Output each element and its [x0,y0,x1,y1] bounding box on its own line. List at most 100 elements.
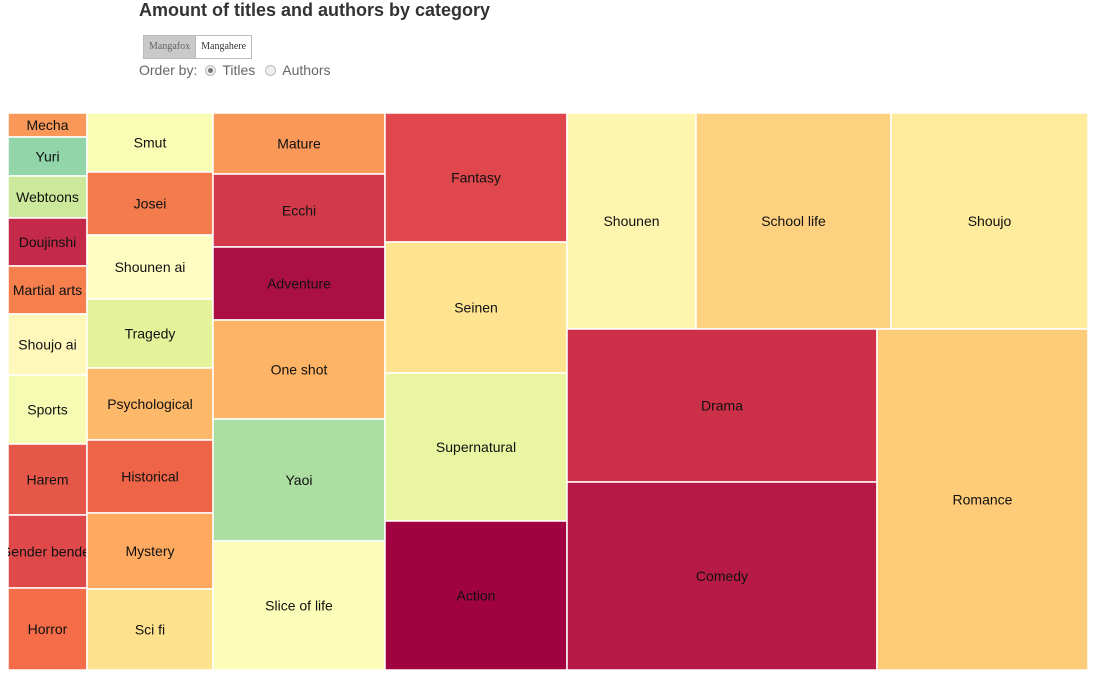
treemap-rect-action[interactable] [384,520,568,671]
treemap-label-yuri: Yuri [35,149,59,165]
treemap-label-adventure: Adventure [267,276,331,292]
treemap-label-shounen-ai: Shounen ai [115,259,186,275]
treemap-rect-seinen[interactable] [384,241,568,374]
treemap-cell-supernatural[interactable]: Supernatural [384,372,568,522]
treemap-label-gender-bender: Gender bender [0,544,95,560]
treemap-cell-slice-of-life[interactable]: Slice of life [212,540,386,671]
treemap-rect-smut[interactable] [86,112,214,173]
treemap-label-sci-fi: Sci fi [135,622,165,638]
treemap-label-doujinshi: Doujinshi [19,234,77,250]
treemap-rect-mature[interactable] [212,112,386,175]
treemap-rect-yaoi[interactable] [212,418,386,542]
treemap-cell-seinen[interactable]: Seinen [384,241,568,374]
treemap-cell-mecha[interactable]: Mecha [7,112,88,138]
treemap-cell-horror[interactable]: Horror [7,587,88,671]
treemap-label-smut: Smut [134,135,167,151]
treemap-cell-yuri[interactable]: Yuri [7,136,88,177]
treemap-rect-drama[interactable] [566,328,878,483]
treemap-rect-sci-fi[interactable] [86,588,214,671]
treemap-cell-harem[interactable]: Harem [7,443,88,516]
treemap-label-psychological: Psychological [107,396,193,412]
treemap-cell-shounen[interactable]: Shounen [566,112,697,330]
treemap-rect-romance[interactable] [876,328,1089,671]
treemap-cell-mature[interactable]: Mature [212,112,386,175]
treemap-rect-historical[interactable] [86,439,214,514]
treemap-cell-sports[interactable]: Sports [7,374,88,445]
treemap-label-mecha: Mecha [26,117,68,133]
order-option-titles-label: Titles [222,62,256,78]
treemap-label-drama: Drama [701,398,743,414]
treemap-rect-martial-arts[interactable] [7,265,88,315]
treemap-rect-adventure[interactable] [212,246,386,321]
treemap-rect-gender-bender[interactable] [7,514,88,589]
treemap-cell-psychological[interactable]: Psychological [86,367,214,441]
treemap-label-josei: Josei [134,196,167,212]
treemap-label-one-shot: One shot [271,362,328,378]
treemap-rect-shoujo[interactable] [890,112,1089,330]
treemap-cell-fantasy[interactable]: Fantasy [384,112,568,243]
treemap-rect-tragedy[interactable] [86,298,214,369]
treemap-rect-horror[interactable] [7,587,88,671]
treemap-cell-shoujo-ai[interactable]: Shoujo ai [7,313,88,376]
order-option-authors[interactable]: Authors [265,62,331,78]
treemap-cell-gender-bender[interactable]: Gender bender [0,514,95,589]
order-by-label: Order by: [139,62,198,78]
radio-authors[interactable] [265,64,277,76]
treemap-cell-yaoi[interactable]: Yaoi [212,418,386,542]
treemap-cell-ecchi[interactable]: Ecchi [212,173,386,248]
treemap-label-shoujo-ai: Shoujo ai [18,337,76,353]
treemap-cell-webtoons[interactable]: Webtoons [7,175,88,219]
treemap-cell-shounen-ai[interactable]: Shounen ai [86,234,214,300]
treemap-cell-romance[interactable]: Romance [876,328,1089,671]
treemap-rect-comedy[interactable] [566,481,878,671]
treemap-label-fantasy: Fantasy [451,170,501,186]
treemap-rect-psychological[interactable] [86,367,214,441]
source-option-mangafox[interactable]: Mangafox [144,36,196,58]
treemap-rect-mystery[interactable] [86,512,214,590]
treemap-cell-martial-arts[interactable]: Martial arts [7,265,88,315]
radio-titles[interactable] [205,64,217,76]
treemap-cell-adventure[interactable]: Adventure [212,246,386,321]
treemap-cell-drama[interactable]: Drama [566,328,878,483]
treemap-cell-one-shot[interactable]: One shot [212,319,386,420]
order-by-control: Order by: Titles Authors [139,62,341,78]
treemap-label-historical: Historical [121,469,179,485]
treemap-cell-mystery[interactable]: Mystery [86,512,214,590]
source-option-mangahere[interactable]: Mangahere [195,36,252,58]
treemap-cell-tragedy[interactable]: Tragedy [86,298,214,369]
treemap-cell-doujinshi[interactable]: Doujinshi [7,217,88,267]
treemap-cell-school-life[interactable]: School life [695,112,892,330]
treemap-cell-action[interactable]: Action [384,520,568,671]
treemap-rect-sports[interactable] [7,374,88,445]
chart-title: Amount of titles and authors by category [139,0,491,20]
treemap-label-mature: Mature [277,136,321,152]
treemap-label-shoujo: Shoujo [968,213,1012,229]
treemap-rect-shoujo-ai[interactable] [7,313,88,376]
treemap-label-martial-arts: Martial arts [13,282,82,298]
treemap-label-action: Action [457,588,496,604]
treemap-rect-one-shot[interactable] [212,319,386,420]
treemap-cell-historical[interactable]: Historical [86,439,214,514]
treemap-label-comedy: Comedy [696,568,748,584]
treemap-rect-ecchi[interactable] [212,173,386,248]
treemap-label-slice-of-life: Slice of life [265,598,333,614]
treemap-cell-smut[interactable]: Smut [86,112,214,173]
treemap-cell-sci-fi[interactable]: Sci fi [86,588,214,671]
treemap-label-ecchi: Ecchi [282,203,316,219]
treemap-label-mystery: Mystery [126,543,175,559]
treemap-rect-school-life[interactable] [695,112,892,330]
treemap-rect-josei[interactable] [86,171,214,236]
order-option-titles[interactable]: Titles [205,62,255,78]
treemap-label-webtoons: Webtoons [16,189,79,205]
treemap-cell-josei[interactable]: Josei [86,171,214,236]
treemap-rect-supernatural[interactable] [384,372,568,522]
treemap-cell-shoujo[interactable]: Shoujo [890,112,1089,330]
treemap-cell-comedy[interactable]: Comedy [566,481,878,671]
treemap-label-sports: Sports [27,402,67,418]
treemap-label-seinen: Seinen [454,300,498,316]
treemap-label-harem: Harem [26,472,68,488]
treemap-rect-shounen-ai[interactable] [86,234,214,300]
source-toggle: Mangafox Mangahere [143,35,253,59]
order-option-authors-label: Authors [282,62,331,78]
